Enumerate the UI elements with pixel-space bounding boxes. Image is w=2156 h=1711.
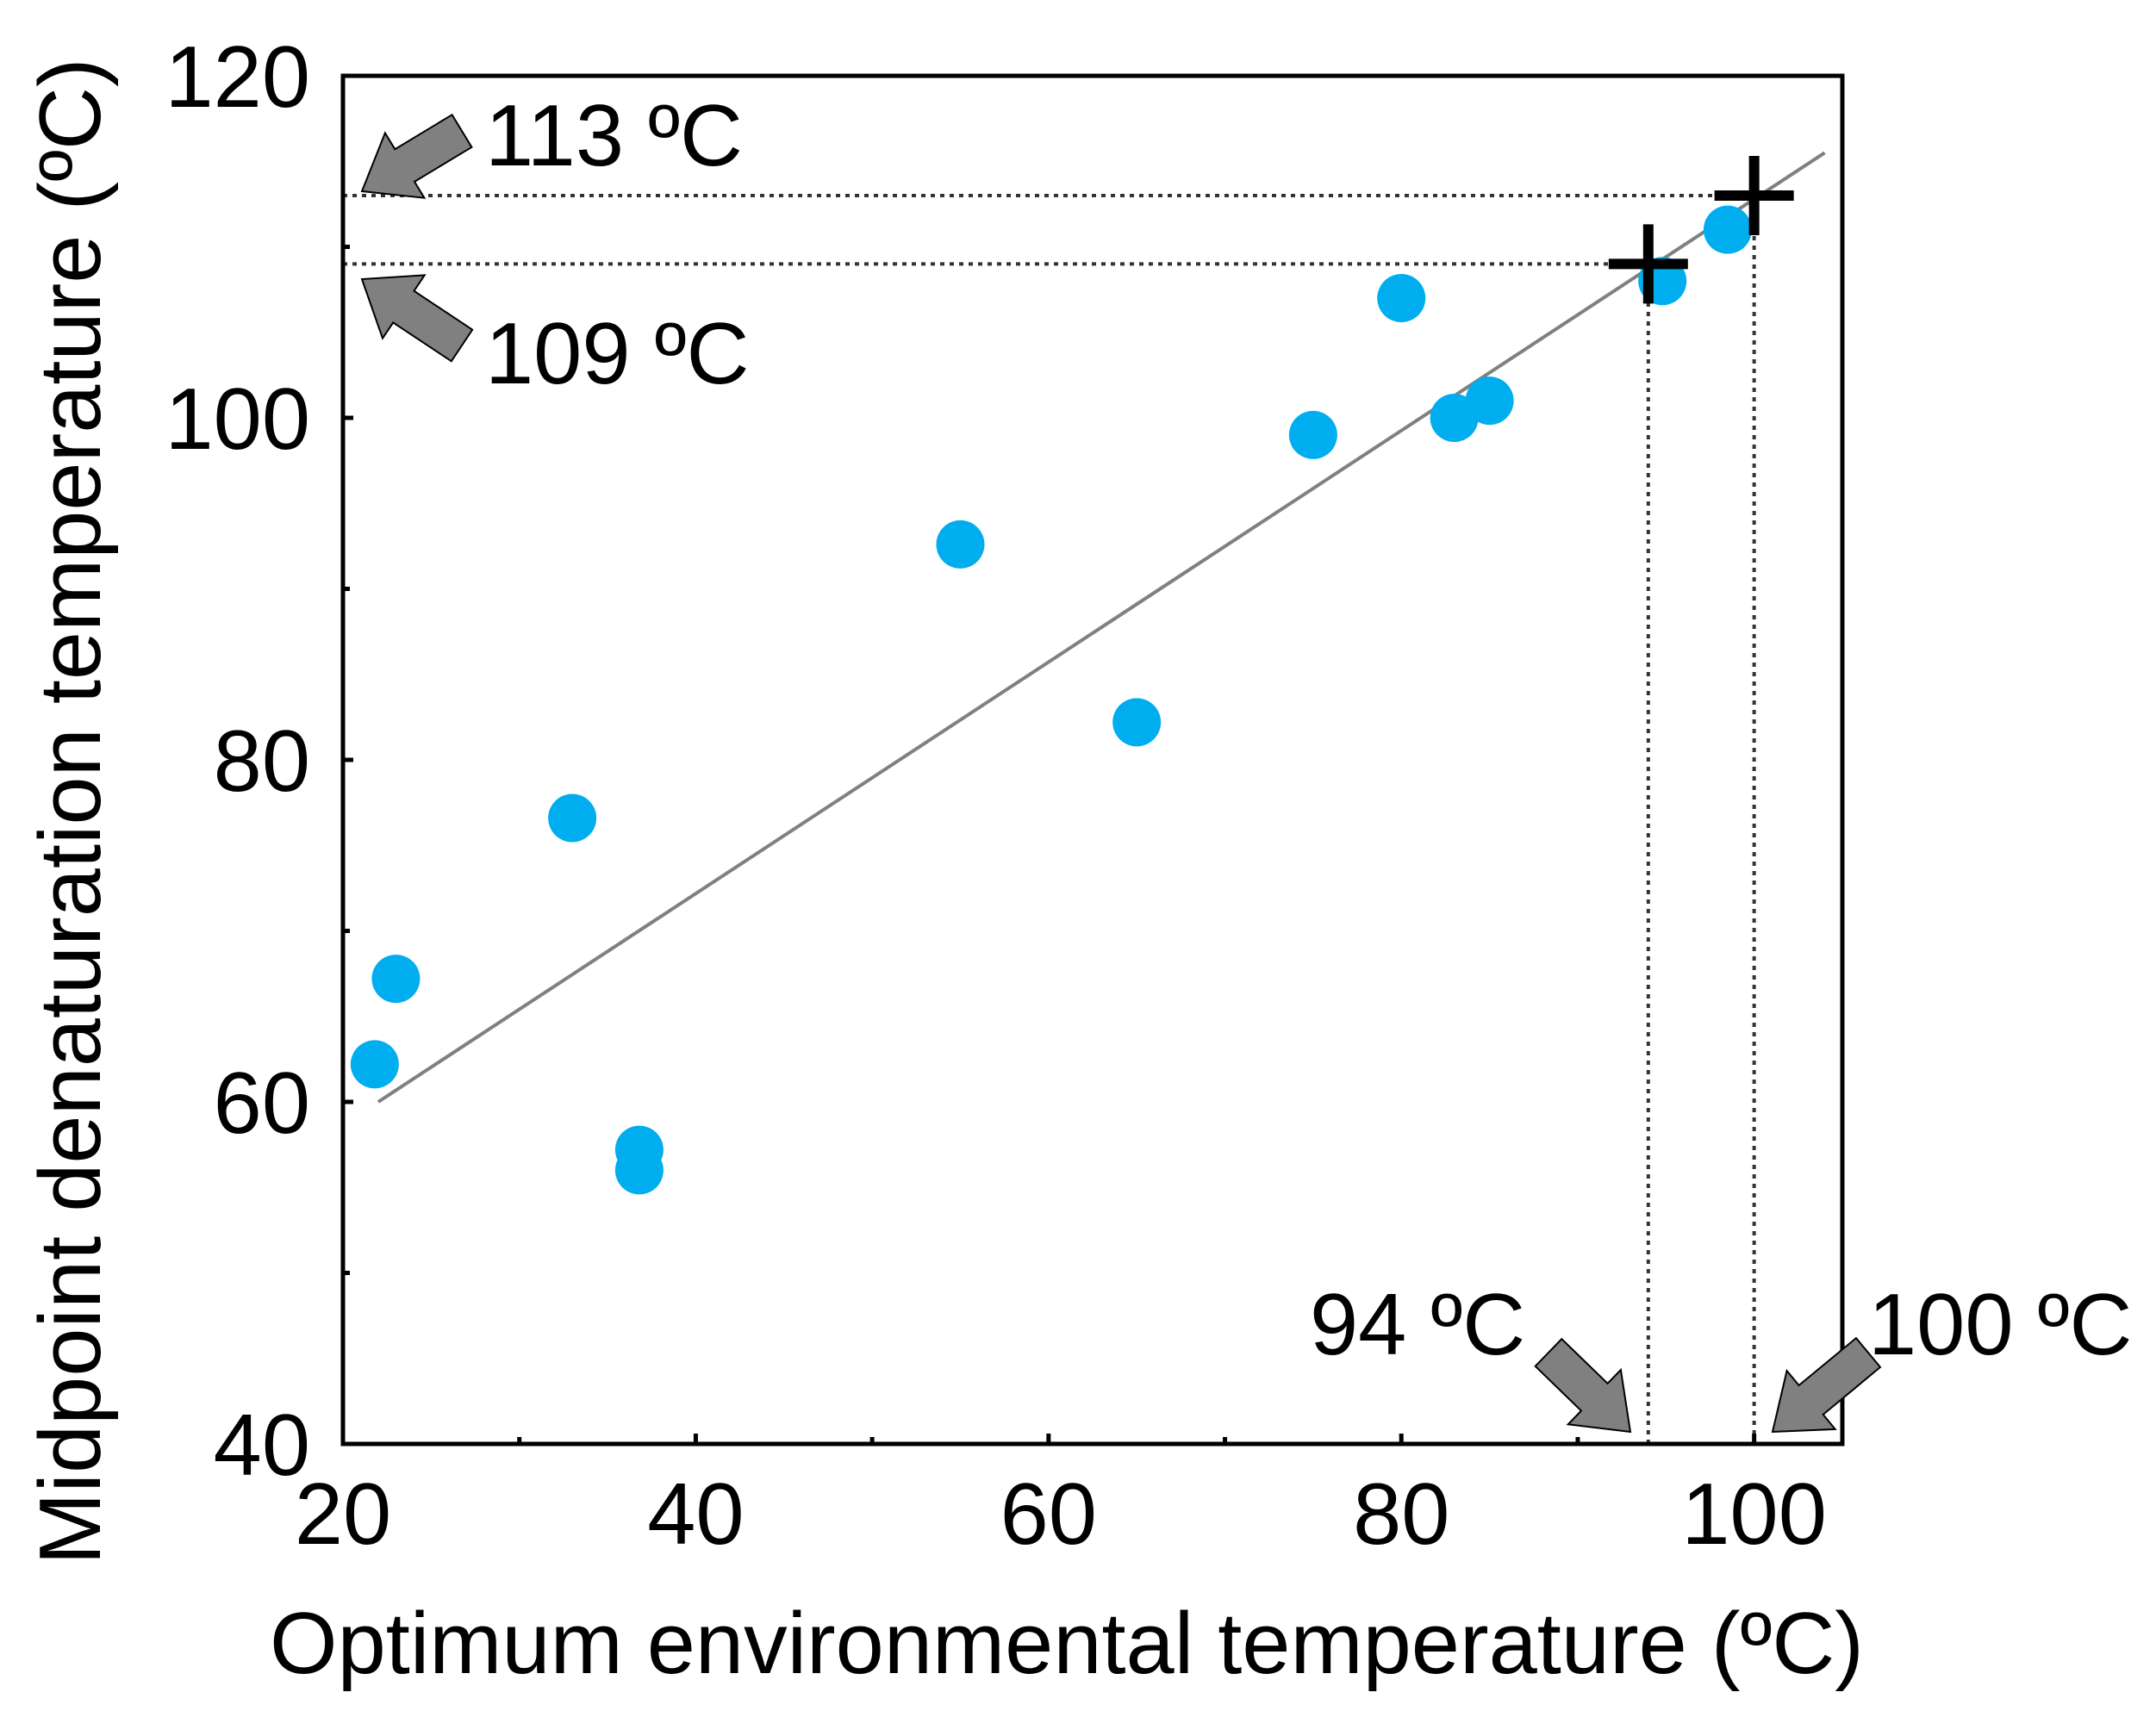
- y-tick-label: 100: [165, 371, 310, 468]
- arrow-109-icon: [360, 274, 474, 363]
- plot-frame: [340, 73, 1845, 1447]
- data-point: [350, 1040, 399, 1089]
- data-points-layer: [350, 205, 1752, 1195]
- predicted-marker: [1608, 224, 1688, 304]
- y-tick-label: 120: [165, 29, 310, 126]
- regression-line: [377, 151, 1826, 1104]
- x-tick-label: 20: [295, 1466, 391, 1563]
- predicted-markers-layer: [1608, 155, 1794, 304]
- predicted-marker: [1714, 155, 1794, 235]
- annotation-109: 109 ºC: [485, 306, 749, 402]
- annotation-94: 94 ºC: [1310, 1277, 1525, 1373]
- data-point: [371, 955, 421, 1004]
- x-tick-label: 40: [647, 1466, 744, 1563]
- data-point: [1465, 376, 1514, 426]
- annotation-113: 113 ºC: [485, 88, 743, 184]
- guide-lines-layer: [343, 193, 1756, 1444]
- arrow-113-icon: [360, 113, 473, 199]
- data-point: [1288, 410, 1337, 459]
- annotations-layer: 113 ºC 109 ºC 94 ºC 100 ºC: [360, 88, 2132, 1434]
- y-tick-label: 40: [214, 1397, 310, 1494]
- annotation-100: 100 ºC: [1868, 1277, 2132, 1373]
- data-point: [548, 793, 597, 843]
- data-point: [1377, 274, 1426, 323]
- x-axis-label: Optimum environmental temperature (ºC): [270, 1596, 1864, 1692]
- arrow-100-icon: [1771, 1336, 1882, 1434]
- x-tick-label: 60: [1000, 1466, 1097, 1563]
- data-point: [614, 1146, 664, 1195]
- data-point: [1703, 205, 1752, 254]
- x-tick-label: 80: [1353, 1466, 1449, 1563]
- arrow-94-icon: [1534, 1337, 1632, 1434]
- data-point: [936, 520, 985, 569]
- y-axis-label: Midpoint denaturation temperature (ºC): [22, 58, 119, 1565]
- x-tick-label: 100: [1681, 1466, 1827, 1563]
- y-tick-label: 80: [214, 713, 310, 810]
- fit-line-layer: [377, 151, 1826, 1104]
- data-point: [1112, 698, 1162, 747]
- y-tick-label: 60: [214, 1055, 310, 1152]
